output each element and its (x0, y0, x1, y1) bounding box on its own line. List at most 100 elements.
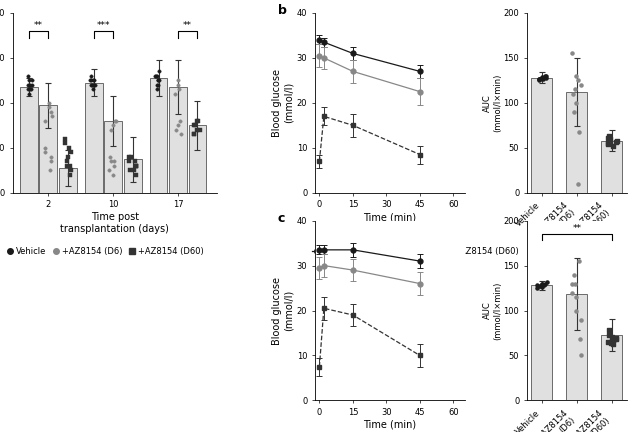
Point (608, 340, 618, 347)
Point (535, 75, 545, 82)
Point (110, 118, 120, 124)
Point (534, 76, 544, 83)
Point (111, 118, 121, 124)
Bar (601, 335, 622, 400)
Point (108, 122, 118, 129)
Legend: Vehicle, +AZ8154 (D6), +AZ8154 (D60): Vehicle, +AZ8154 (D6), +AZ8154 (D60) (311, 247, 519, 256)
Point (63, 158, 73, 165)
Point (88, 86, 98, 93)
Point (130, 158, 140, 165)
Point (605, 133, 615, 140)
Point (571, 99, 581, 106)
Point (40, 118, 50, 124)
Point (541, 74, 551, 81)
Point (608, 337, 618, 344)
Point (603, 141, 613, 148)
Point (108, 172, 118, 178)
Point (85, 73, 96, 79)
Point (575, 336, 585, 343)
Point (153, 77, 163, 84)
Text: ***: *** (97, 21, 110, 29)
Bar (104, 121, 122, 193)
Point (573, 77, 583, 84)
Point (151, 73, 161, 79)
Point (611, 138, 622, 145)
Point (603, 327, 613, 334)
Y-axis label: AUC
(mmol/l×min): AUC (mmol/l×min) (483, 281, 502, 340)
Bar (567, 294, 587, 400)
Point (532, 282, 542, 289)
Bar (169, 87, 187, 193)
Y-axis label: Blood glucose
(mmol/l): Blood glucose (mmol/l) (272, 276, 294, 345)
Point (91, 81, 101, 88)
Point (534, 77, 544, 84)
Point (152, 81, 162, 88)
Point (44, 99, 54, 106)
Point (131, 162, 141, 169)
Point (153, 81, 163, 88)
Point (60, 140, 70, 147)
Point (86, 81, 96, 88)
Point (106, 127, 116, 133)
Point (571, 294, 581, 301)
Point (44, 104, 54, 111)
Point (24, 77, 34, 84)
Point (567, 289, 577, 296)
Point (152, 86, 162, 93)
Point (150, 73, 160, 79)
Point (569, 108, 579, 115)
Bar (59, 168, 77, 193)
Point (607, 333, 617, 340)
Bar (601, 141, 622, 193)
Point (153, 77, 163, 84)
Point (24, 90, 34, 97)
Point (567, 50, 577, 57)
Point (576, 352, 586, 359)
Point (27, 77, 37, 84)
Point (46, 167, 56, 174)
Point (573, 257, 584, 264)
Bar (85, 83, 103, 193)
Point (46, 158, 56, 165)
Point (606, 340, 617, 346)
Point (540, 280, 550, 287)
Text: **: ** (572, 224, 581, 233)
Point (87, 81, 97, 88)
Y-axis label: Blood glucose
(mmol/l): Blood glucose (mmol/l) (272, 69, 294, 137)
Point (152, 73, 162, 79)
Point (603, 134, 613, 141)
Point (576, 316, 586, 323)
Point (539, 73, 549, 79)
Point (86, 77, 96, 84)
Point (129, 167, 139, 174)
Point (537, 280, 547, 287)
Point (534, 283, 544, 290)
Point (609, 336, 619, 343)
Point (611, 137, 622, 144)
Point (154, 77, 165, 84)
Point (130, 162, 141, 169)
Point (189, 131, 199, 138)
Point (574, 128, 584, 135)
Point (173, 77, 183, 84)
Point (573, 180, 583, 187)
Point (62, 162, 72, 169)
Point (170, 90, 180, 97)
Bar (567, 92, 587, 193)
Point (46, 153, 56, 160)
Point (60, 135, 70, 142)
Point (130, 172, 141, 178)
Point (47, 113, 57, 120)
Point (105, 153, 115, 160)
Bar (189, 125, 206, 193)
Point (575, 81, 586, 88)
Point (189, 131, 199, 138)
X-axis label: Time (min): Time (min) (363, 212, 417, 222)
Point (89, 77, 99, 84)
Legend: Vehicle, +AZ8154 (D6), +AZ8154 (D60): Vehicle, +AZ8154 (D6), +AZ8154 (D60) (6, 247, 204, 256)
Point (542, 278, 552, 285)
Text: c: c (277, 212, 285, 225)
Point (175, 118, 185, 124)
Point (608, 143, 618, 149)
Point (25, 86, 35, 93)
